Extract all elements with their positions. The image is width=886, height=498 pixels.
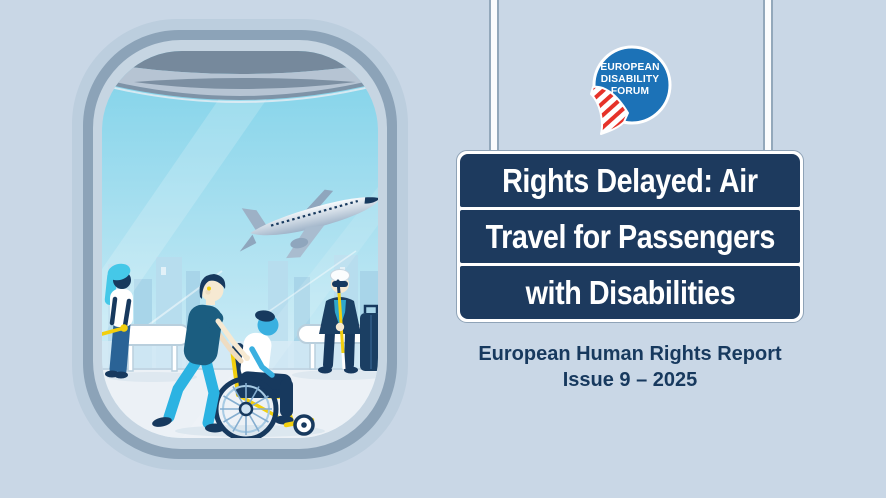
logo-stripes-tail [590,85,629,135]
glove-icon [120,324,128,332]
sign-row-3: with Disabilities [460,266,800,319]
ear [205,289,211,295]
title-line-3: with Disabilities [525,273,735,311]
window-shade [102,51,378,103]
hearing-aid-icon [207,286,211,291]
hair [199,274,226,299]
subtitle-line-2: Issue 9 – 2025 [562,369,698,391]
hanging-signboard: Rights Delayed: Air Travel for Passenger… [456,150,804,323]
edf-logo: EUROPEAN DISABILITY FORUM [590,45,672,135]
title-line-2: Travel for Passengers [485,217,775,255]
sign-post-left [489,0,499,151]
folded-cane-icon [102,326,126,336]
logo-line-3: FORUM [611,86,649,97]
sign-row-1: Rights Delayed: Air [460,154,800,207]
sunglasses-icon [332,281,348,287]
blind-passenger-with-white-cane [318,269,361,374]
airplane-icon [239,189,378,259]
attendant-pushing-wheelchair [152,274,250,433]
logo-line-2: DISABILITY [601,74,660,85]
wheelchair-caster-wheel [293,414,315,436]
standing-traveler-with-folded-cane [102,263,133,379]
wheelchair-user [239,310,294,425]
airport-bench-left [115,324,191,372]
sign-row-2: Travel for Passengers [460,210,800,263]
suitcase-icon [360,304,378,371]
sign-post-right [763,0,773,151]
wheelchair-rear-wheel [213,376,279,438]
logo-line-1: EUROPEAN [600,62,659,73]
white-hair [330,269,350,282]
title-line-1: Rights Delayed: Air [502,161,758,199]
subtitle-line-1: European Human Rights Report [478,343,782,365]
airplane-window-illustration [72,19,408,470]
report-subtitle: European Human Rights Report Issue 9 – 2… [443,341,817,393]
